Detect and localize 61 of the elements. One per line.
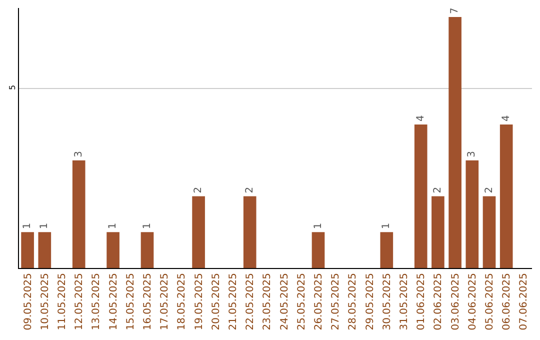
x-tick-label: 12.05.2025 [74, 273, 86, 330]
x-tick-label: 15.05.2025 [125, 273, 136, 330]
data-label: 7 [450, 8, 461, 14]
x-tick-label: 19.05.2025 [194, 273, 205, 330]
x-tick-label: 23.05.2025 [262, 273, 274, 330]
y-tick-label: 5 [8, 84, 17, 90]
x-tick-label: 17.05.2025 [160, 273, 171, 330]
bar [243, 196, 256, 268]
x-tick-label: 24.05.2025 [279, 273, 290, 330]
x-tick-label: 07.06.2025 [518, 273, 530, 330]
x-tick-label: 04.06.2025 [467, 273, 478, 330]
data-label: 3 [466, 151, 478, 158]
x-tick-label: 10.05.2025 [40, 273, 51, 330]
data-label: 1 [108, 222, 119, 230]
data-label: 4 [415, 115, 426, 122]
data-label: 1 [381, 222, 392, 230]
data-label: 3 [73, 151, 84, 158]
bar [414, 124, 428, 268]
x-tick-label: 03.06.2025 [450, 273, 462, 330]
x-tick-label: 30.05.2025 [382, 273, 393, 330]
x-tick-label: 28.05.2025 [348, 273, 359, 330]
x-tick-label: 06.06.2025 [502, 273, 513, 330]
x-tick-label: 21.05.2025 [228, 273, 239, 330]
x-tick-label: 02.06.2025 [433, 273, 444, 330]
data-label: 1 [39, 222, 50, 230]
bar [312, 232, 325, 268]
data-label: 2 [244, 186, 256, 194]
data-label: 2 [484, 186, 495, 194]
data-label: 2 [193, 186, 204, 194]
x-tick-label: 01.06.2025 [416, 273, 428, 330]
data-label: 1 [142, 222, 153, 230]
bar [500, 124, 513, 268]
x-tick-label: 27.05.2025 [330, 273, 342, 330]
bar [106, 232, 120, 268]
data-label: 1 [312, 222, 324, 230]
bar [72, 160, 86, 268]
x-tick-label: 11.05.2025 [57, 273, 68, 330]
x-tick-label: 22.05.2025 [245, 273, 256, 330]
data-label: 1 [22, 222, 34, 230]
x-tick-label: 16.05.2025 [142, 273, 154, 330]
data-label: 4 [500, 115, 512, 122]
x-tick-label: 09.05.2025 [22, 273, 34, 330]
x-tick-label: 26.05.2025 [314, 273, 324, 330]
bar [38, 232, 52, 268]
x-tick-label: 05.06.2025 [484, 273, 496, 330]
x-tick-label: 20.05.2025 [210, 273, 222, 330]
x-tick-label: 25.05.2025 [296, 273, 308, 330]
x-tick-label: 13.05.2025 [91, 273, 102, 330]
x-tick-label: 31.05.2025 [399, 273, 410, 330]
bar [140, 232, 154, 268]
bar [482, 196, 496, 268]
bar [192, 196, 205, 268]
bar [448, 16, 462, 268]
x-tick-label: 14.05.2025 [108, 273, 120, 330]
x-tick-label: 18.05.2025 [176, 273, 188, 330]
bar [21, 232, 34, 268]
bar [380, 232, 394, 268]
bar [466, 160, 479, 268]
bar [432, 196, 444, 268]
x-tick-label: 29.05.2025 [364, 273, 376, 330]
data-label: 2 [432, 186, 444, 194]
